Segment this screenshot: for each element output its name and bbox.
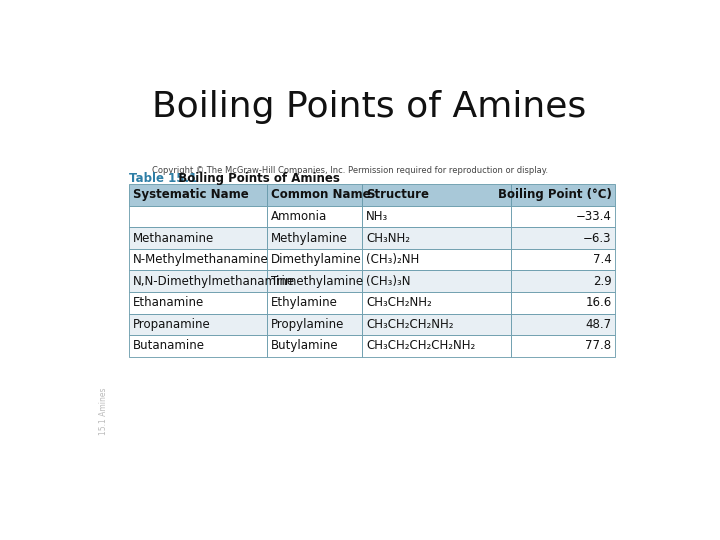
Text: Propylamine: Propylamine xyxy=(271,318,345,331)
Bar xyxy=(267,335,362,356)
Text: Copyright © The McGraw-Hill Companies, Inc. Permission required for reproduction: Copyright © The McGraw-Hill Companies, I… xyxy=(152,166,548,175)
Bar xyxy=(267,249,362,271)
Bar xyxy=(362,184,510,206)
Text: 16.6: 16.6 xyxy=(585,296,611,309)
Text: −33.4: −33.4 xyxy=(576,210,611,223)
Bar xyxy=(510,314,616,335)
Text: Structure: Structure xyxy=(366,188,429,201)
Bar xyxy=(129,184,267,206)
Text: 48.7: 48.7 xyxy=(585,318,611,331)
Text: (CH₃)₂NH: (CH₃)₂NH xyxy=(366,253,420,266)
Text: Systematic Name: Systematic Name xyxy=(132,188,248,201)
Text: Boiling Point (°C): Boiling Point (°C) xyxy=(498,188,611,201)
Text: 15.1 Amines: 15.1 Amines xyxy=(99,388,109,435)
Text: Table 15.1: Table 15.1 xyxy=(129,172,197,185)
Text: 77.8: 77.8 xyxy=(585,339,611,353)
Bar xyxy=(267,227,362,249)
Text: Ammonia: Ammonia xyxy=(271,210,328,223)
Bar xyxy=(129,227,267,249)
Bar xyxy=(510,227,616,249)
Bar xyxy=(267,206,362,227)
Bar xyxy=(129,314,267,335)
Bar xyxy=(510,292,616,314)
Text: (CH₃)₃N: (CH₃)₃N xyxy=(366,275,410,288)
Text: Trimethylamine: Trimethylamine xyxy=(271,275,364,288)
Bar xyxy=(362,292,510,314)
Text: Ethylamine: Ethylamine xyxy=(271,296,338,309)
Text: Methanamine: Methanamine xyxy=(132,232,214,245)
Bar xyxy=(510,335,616,356)
Bar xyxy=(362,271,510,292)
Text: CH₃CH₂CH₂NH₂: CH₃CH₂CH₂NH₂ xyxy=(366,318,454,331)
Bar xyxy=(362,335,510,356)
Bar xyxy=(510,271,616,292)
Bar xyxy=(267,184,362,206)
Text: −6.3: −6.3 xyxy=(583,232,611,245)
Bar xyxy=(362,249,510,271)
Text: Ethanamine: Ethanamine xyxy=(132,296,204,309)
Bar xyxy=(129,206,267,227)
Text: Boiling Points of Amines: Boiling Points of Amines xyxy=(170,172,339,185)
Text: Methylamine: Methylamine xyxy=(271,232,348,245)
Bar xyxy=(129,271,267,292)
Bar xyxy=(362,206,510,227)
Bar xyxy=(129,292,267,314)
Text: N,N-Dimethylmethanamine: N,N-Dimethylmethanamine xyxy=(132,275,294,288)
Bar xyxy=(129,249,267,271)
Bar xyxy=(267,314,362,335)
Text: CH₃CH₂NH₂: CH₃CH₂NH₂ xyxy=(366,296,432,309)
Text: Dimethylamine: Dimethylamine xyxy=(271,253,362,266)
Bar xyxy=(362,227,510,249)
Bar xyxy=(267,292,362,314)
Text: N-Methylmethanamine: N-Methylmethanamine xyxy=(132,253,269,266)
Text: Butylamine: Butylamine xyxy=(271,339,339,353)
Text: Propanamine: Propanamine xyxy=(132,318,210,331)
Bar xyxy=(510,206,616,227)
Text: CH₃CH₂CH₂CH₂NH₂: CH₃CH₂CH₂CH₂NH₂ xyxy=(366,339,475,353)
Text: Butanamine: Butanamine xyxy=(132,339,204,353)
Bar xyxy=(510,249,616,271)
Text: 2.9: 2.9 xyxy=(593,275,611,288)
Text: Common Name: Common Name xyxy=(271,188,371,201)
Bar xyxy=(267,271,362,292)
Bar xyxy=(510,184,616,206)
Text: 7.4: 7.4 xyxy=(593,253,611,266)
Bar xyxy=(129,335,267,356)
Text: Boiling Points of Amines: Boiling Points of Amines xyxy=(152,90,586,124)
Text: NH₃: NH₃ xyxy=(366,210,389,223)
Bar xyxy=(362,314,510,335)
Text: CH₃NH₂: CH₃NH₂ xyxy=(366,232,410,245)
